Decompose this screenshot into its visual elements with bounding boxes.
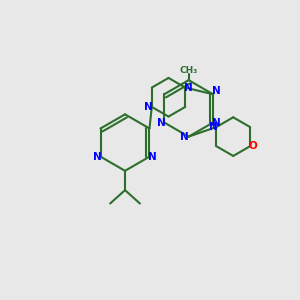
Text: N: N — [93, 152, 102, 162]
Text: N: N — [212, 118, 220, 128]
Text: N: N — [184, 82, 193, 93]
Text: N: N — [157, 118, 166, 128]
Text: N: N — [148, 152, 157, 162]
Text: N: N — [209, 122, 218, 132]
Text: O: O — [249, 141, 257, 151]
Text: N: N — [212, 86, 221, 96]
Text: N: N — [180, 132, 189, 142]
Text: CH₃: CH₃ — [179, 66, 198, 75]
Text: N: N — [144, 102, 153, 112]
